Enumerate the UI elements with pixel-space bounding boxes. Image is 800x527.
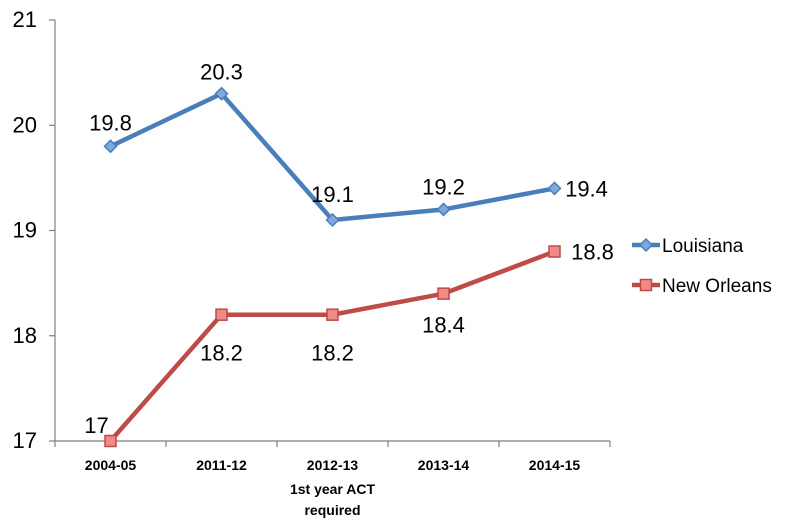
legend-label: New Orleans [662, 276, 772, 297]
series-markers [103, 86, 562, 448]
data-point-marker [547, 181, 562, 196]
data-label: 18.2 [311, 341, 354, 366]
series-lines [108, 91, 556, 443]
data-point-marker [437, 287, 450, 300]
data-point-marker [215, 308, 228, 321]
legend-marker [638, 237, 654, 253]
y-tick-label: 20 [13, 112, 37, 137]
data-label: 18.4 [422, 313, 465, 338]
data-label: 18.8 [571, 240, 614, 265]
data-label: 19.2 [422, 174, 465, 199]
data-point-marker [103, 139, 118, 154]
x-tick-sublabel: 1st year ACT [290, 481, 376, 497]
x-tick-label: 2011-12 [196, 457, 247, 473]
data-point-marker [326, 308, 339, 321]
data-labels: 19.8 20.3 19.1 19.2 19.4 17 18.2 18.2 18.4 18.8 [84, 60, 614, 438]
legend-marker [639, 278, 653, 292]
data-label: 18.2 [200, 341, 243, 366]
data-point-marker [436, 202, 451, 217]
data-label: 19.8 [89, 110, 132, 135]
data-label: 19.1 [311, 182, 354, 207]
data-point-marker [548, 245, 561, 258]
legend: Louisiana New Orleans [632, 236, 772, 297]
data-label: 19.4 [565, 176, 608, 201]
axes: 17 18 19 20 21 2004-05 2011-12 2012-13 1st year … [13, 7, 611, 518]
y-tick-label: 21 [13, 7, 37, 32]
data-point-marker [214, 86, 229, 101]
x-tick-label: 2004-05 [85, 457, 137, 473]
data-label: 17 [84, 413, 108, 438]
x-tick-sublabel: required [304, 502, 360, 518]
data-label: 20.3 [200, 60, 243, 85]
data-point-marker [104, 434, 117, 448]
x-tick-label: 2013-14 [418, 457, 470, 473]
legend-label: Louisiana [662, 236, 744, 257]
x-tick-label: 2012-13 [307, 457, 359, 473]
y-tick-label: 18 [13, 323, 37, 348]
x-tick-label: 2014-15 [529, 457, 581, 473]
y-tick-label: 17 [13, 428, 37, 453]
y-tick-label: 19 [13, 218, 37, 243]
data-point-marker [325, 212, 340, 228]
